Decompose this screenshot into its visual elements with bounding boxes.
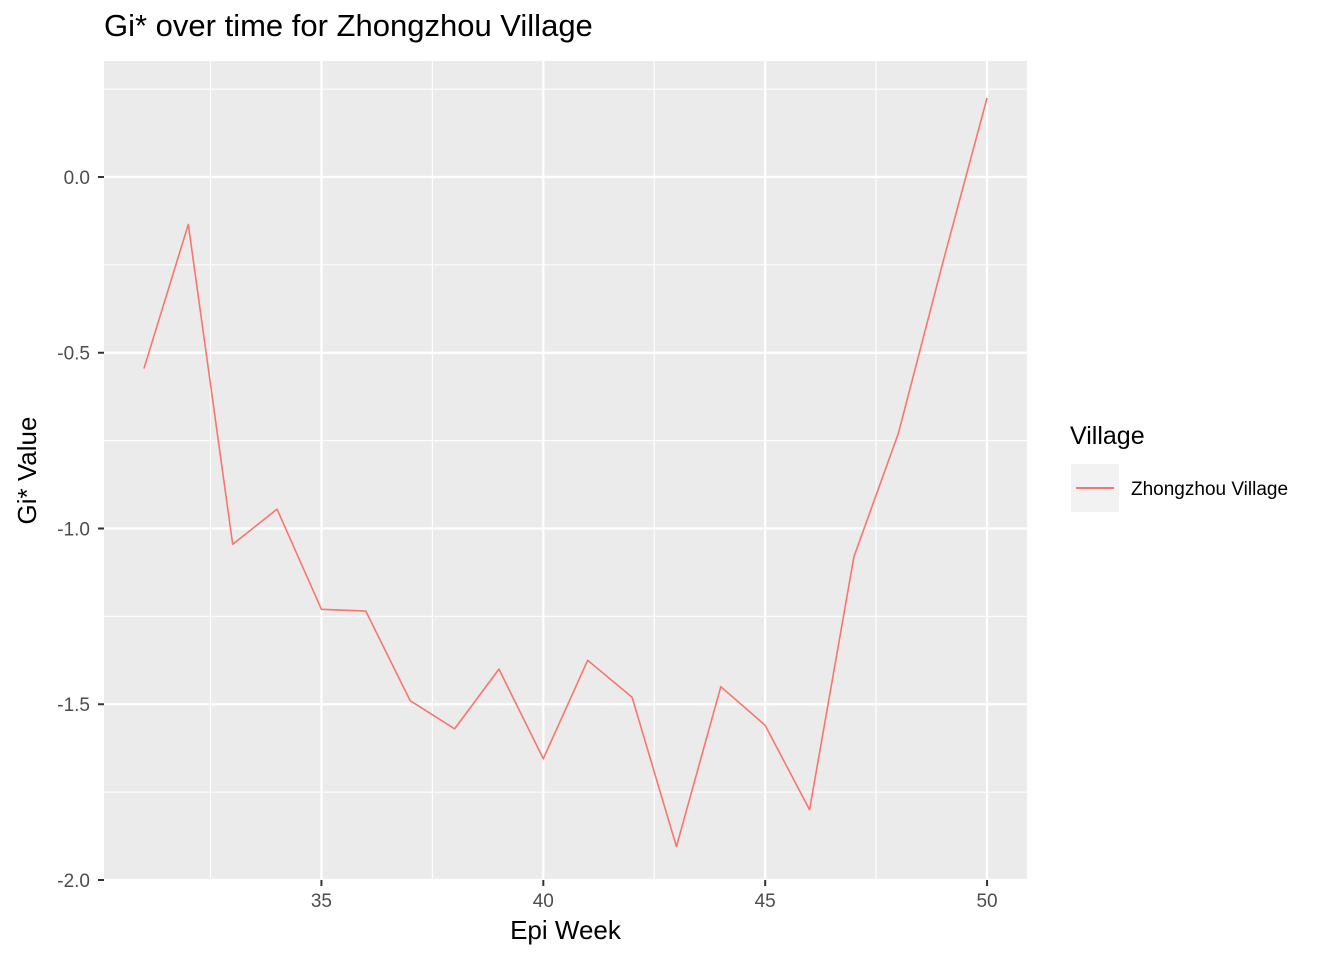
y-tick-label: 0.0 — [64, 168, 90, 189]
x-tick-label: 45 — [755, 891, 776, 912]
y-tick-label: -2.0 — [57, 871, 90, 892]
plot-panel — [104, 61, 1027, 880]
y-tick-label: -1.5 — [57, 695, 90, 716]
x-tick-label: 40 — [533, 891, 554, 912]
legend-entry-label: Zhongzhou Village — [1131, 479, 1289, 500]
x-tick-label: 50 — [976, 891, 997, 912]
x-tick-label: 35 — [311, 891, 332, 912]
legend-key-line — [1076, 487, 1114, 489]
x-axis: 35 40 45 50 — [311, 880, 998, 912]
y-tick-label: -1.0 — [57, 519, 90, 540]
chart-title: Gi* over time for Zhongzhou Village — [104, 8, 593, 43]
minor-gridlines — [104, 61, 1027, 880]
major-gridlines — [104, 61, 1027, 882]
legend-key — [1071, 464, 1119, 512]
legend-title: Village — [1070, 422, 1145, 450]
series-layer — [143, 97, 988, 848]
y-tick-label: -0.5 — [57, 344, 90, 365]
y-axis: 0.0 -0.5 -1.0 -1.5 -2.0 — [57, 168, 104, 892]
x-axis-label: Epi Week — [510, 915, 622, 945]
y-axis-label: Gi* Value — [12, 417, 42, 525]
series-line-zhongzhou-village — [143, 97, 988, 848]
